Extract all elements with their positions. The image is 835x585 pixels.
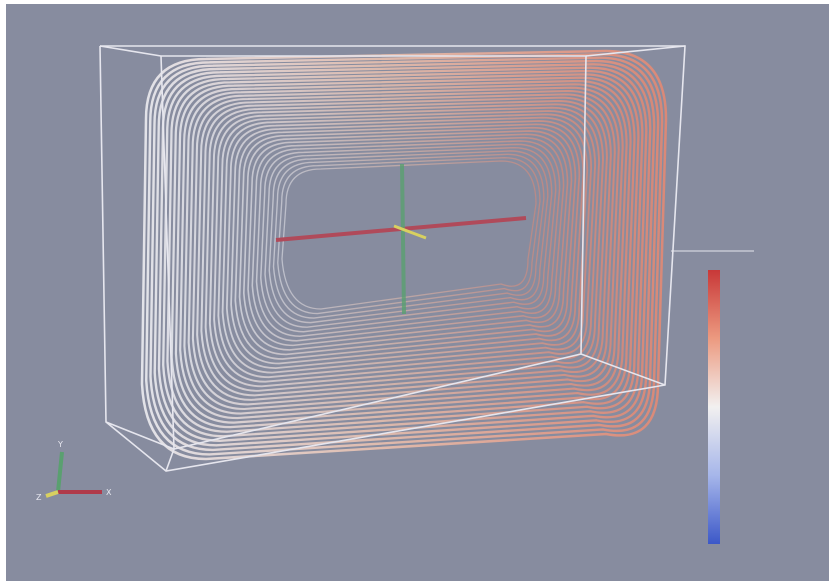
streamline [272, 153, 545, 319]
center-axes [275, 163, 527, 315]
axis-label: Y [57, 440, 63, 449]
streamline [170, 73, 640, 429]
streamline [208, 103, 604, 388]
streamline [268, 150, 549, 324]
streamline [200, 96, 612, 397]
streamline [196, 93, 616, 401]
streamline [217, 110, 597, 379]
streamline [213, 106, 600, 383]
streamline [238, 126, 577, 356]
streamline [234, 123, 581, 360]
streamline [221, 113, 593, 374]
streamline [243, 130, 573, 351]
streamline [140, 49, 668, 461]
streamline [247, 133, 569, 347]
streamline [174, 76, 636, 424]
domain-outline [99, 45, 686, 472]
streamline [187, 86, 624, 411]
streamline [277, 156, 541, 315]
streamline [281, 160, 537, 310]
streamline [179, 79, 632, 420]
streamline [204, 100, 608, 392]
streamline [255, 140, 561, 338]
axis-label: X [106, 488, 112, 497]
streamline [264, 146, 553, 328]
streamline [183, 83, 628, 415]
streamline [260, 143, 557, 333]
orientation-axes: X Y Z [36, 440, 112, 502]
streamline [157, 63, 652, 442]
streamline [145, 53, 664, 456]
streamline [230, 120, 585, 365]
streamline [149, 56, 660, 452]
streamline [162, 66, 648, 438]
streamline [251, 136, 565, 342]
axis-label: Z [36, 493, 42, 502]
render-view: X Y Z [6, 4, 829, 581]
color-bar [708, 270, 720, 544]
streamline [225, 116, 589, 369]
streamline [166, 69, 644, 433]
streamline [191, 89, 620, 406]
streamlines [140, 49, 668, 461]
